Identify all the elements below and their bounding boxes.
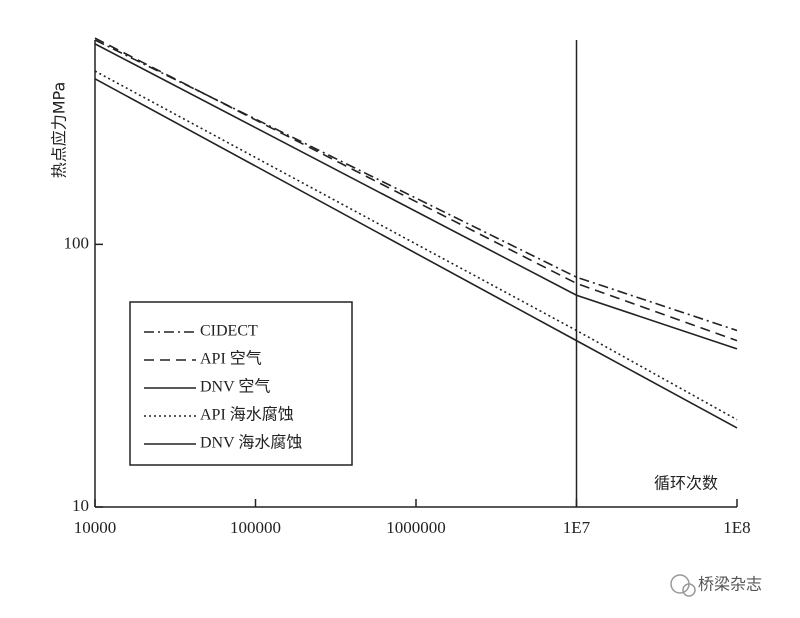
x-tick-label: 1E8 xyxy=(723,518,750,537)
legend-label: DNV 空气 xyxy=(200,378,270,396)
data-line xyxy=(94,39,738,332)
watermark-text: 桥梁杂志 xyxy=(698,575,762,594)
data-line xyxy=(94,43,738,350)
legend: CIDECT API 空气 DNV 空气 API 海水腐蚀 DNV 海水腐蚀 xyxy=(129,301,353,466)
legend-label: CIDECT xyxy=(200,323,258,340)
watermark-icon xyxy=(682,583,696,597)
data-line xyxy=(94,78,738,429)
y-tick-label: 100 xyxy=(64,233,90,252)
data-line xyxy=(94,70,738,421)
legend-label: DNV 海水腐蚀 xyxy=(200,434,302,452)
legend-label: API 空气 xyxy=(200,350,262,368)
x-tick-label: 1000000 xyxy=(386,518,446,537)
y-tick-label: 10 xyxy=(72,496,89,515)
y-axis-label: 热点应力MPa xyxy=(50,82,69,179)
x-axis-label: 循环次数 xyxy=(654,474,718,493)
x-tick-label: 10000 xyxy=(74,518,117,537)
legend-label: API 海水腐蚀 xyxy=(200,406,294,424)
data-line xyxy=(94,37,738,342)
x-tick-label: 1E7 xyxy=(563,518,591,537)
legend-box xyxy=(129,301,353,466)
watermark: 桥梁杂志 xyxy=(670,574,762,597)
x-tick-label: 100000 xyxy=(230,518,281,537)
